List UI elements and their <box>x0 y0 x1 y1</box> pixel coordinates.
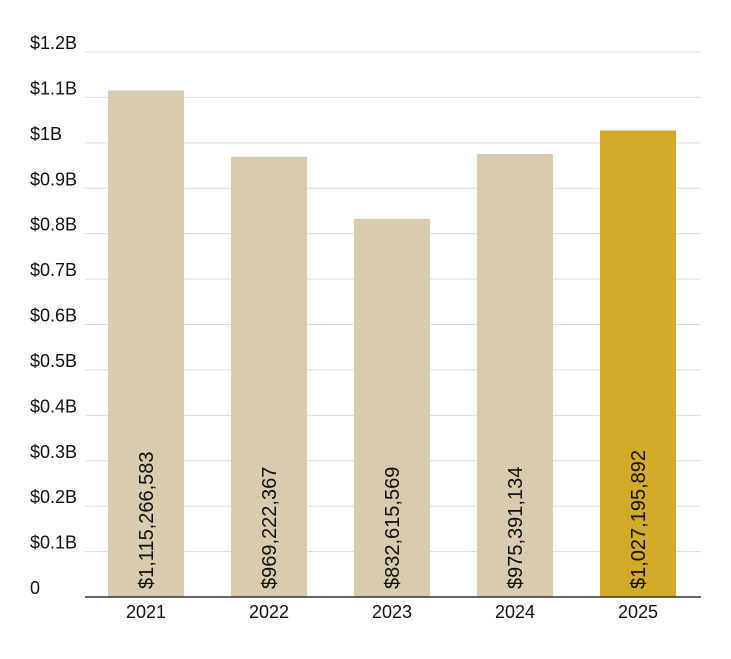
y-tick-label: $1B <box>30 124 62 144</box>
y-tick-label: $0.4B <box>30 396 77 416</box>
y-tick-label: $0.1B <box>30 533 77 553</box>
y-tick-label: $1.1B <box>30 78 77 98</box>
bar-2021 <box>108 90 184 597</box>
bar-2024 <box>477 154 553 597</box>
y-tick-label: $0.7B <box>30 260 77 280</box>
bar-2023 <box>354 218 430 597</box>
y-tick-label: $0.8B <box>30 215 77 235</box>
bar-value-label: $969,222,367 <box>259 467 281 589</box>
y-tick-label: $0.6B <box>30 306 77 326</box>
bars <box>108 90 676 597</box>
x-axis-tick-labels: 2021 2022 2023 2024 2025 <box>126 602 658 622</box>
y-tick-label: $0.3B <box>30 442 77 462</box>
bar-value-labels: $1,115,266,583 $969,222,367 $832,615,569 $9… <box>136 450 650 589</box>
y-tick-label: $0.2B <box>30 487 77 507</box>
x-tick-label: 2022 <box>249 602 289 622</box>
y-tick-label: $0.5B <box>30 351 77 371</box>
bar-2022 <box>231 156 307 597</box>
bar-value-label: $832,615,569 <box>382 467 404 589</box>
x-tick-label: 2021 <box>126 602 166 622</box>
y-tick-label: $1.2B <box>30 33 77 53</box>
bar-value-label: $1,027,195,892 <box>628 450 650 589</box>
bar-2025 <box>600 130 676 597</box>
bar-value-label: $975,391,134 <box>505 467 527 589</box>
bar-value-label: $1,115,266,583 <box>136 451 158 589</box>
x-tick-label: 2023 <box>372 602 412 622</box>
x-tick-label: 2025 <box>618 602 658 622</box>
x-tick-label: 2024 <box>495 602 535 622</box>
y-axis-tick-labels: 0 $0.1B $0.2B $0.3B $0.4B $0.5B $0.6B $0.7B $0.8… <box>30 33 77 598</box>
y-tick-label: 0 <box>30 578 40 598</box>
y-tick-label: $0.9B <box>30 169 77 189</box>
